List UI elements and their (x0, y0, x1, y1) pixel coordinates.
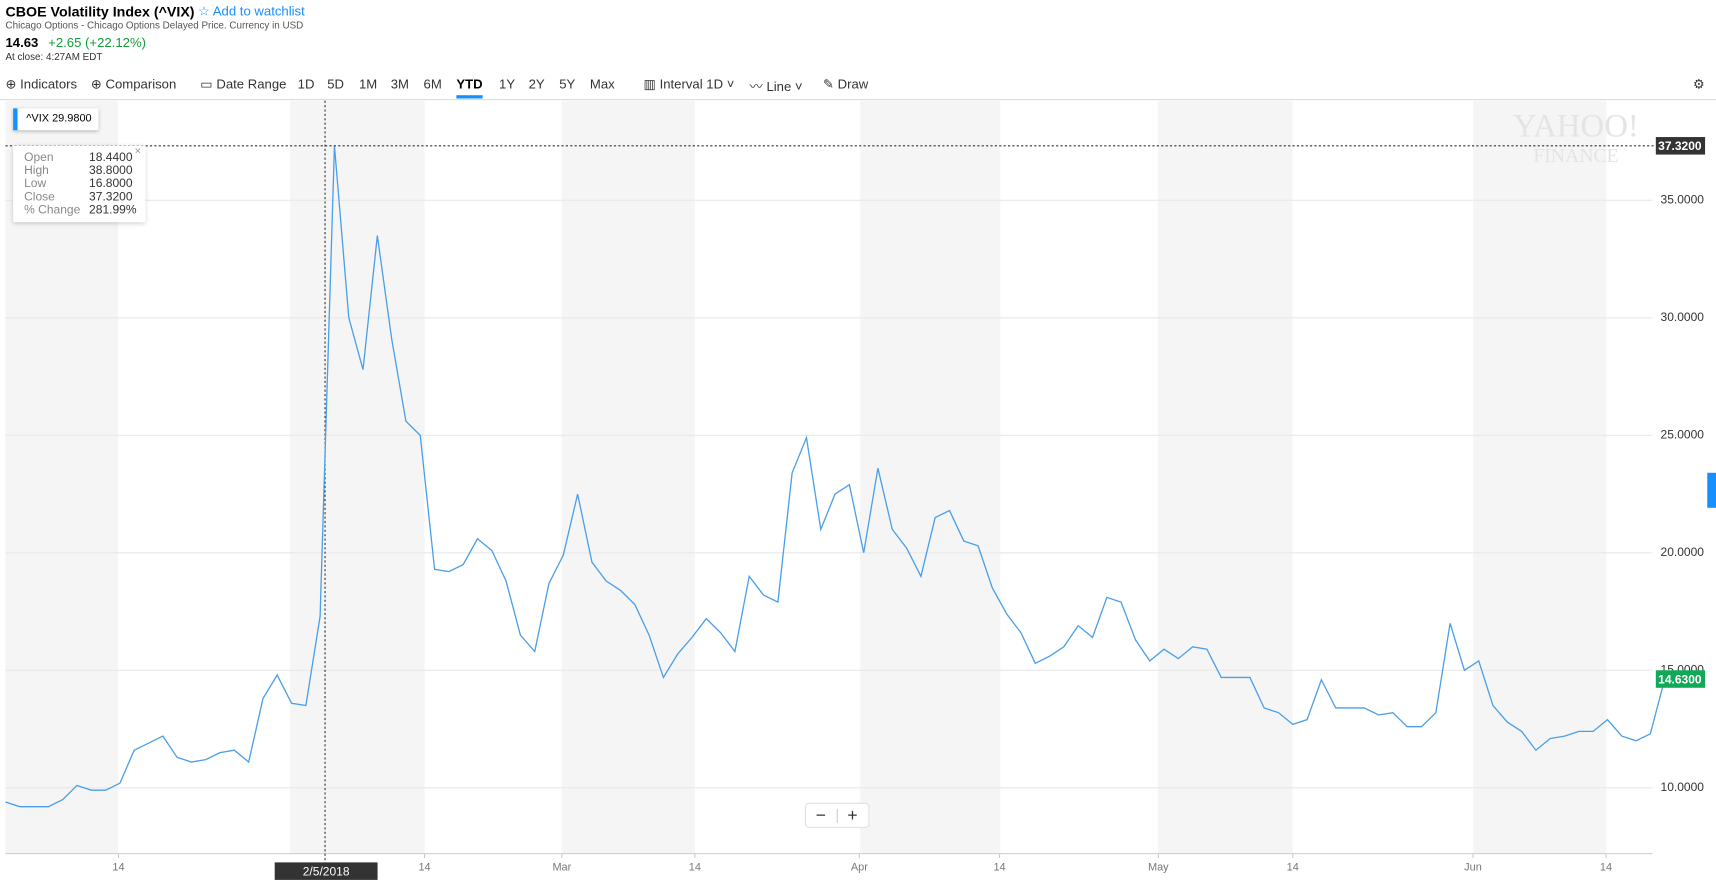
tooltip-row: Close 37.3200 (22, 190, 137, 203)
settings[interactable]: ⚙ (1693, 76, 1705, 92)
range[interactable]: Max (589, 76, 615, 92)
label[interactable]: Indicators (20, 76, 78, 92)
draw[interactable]: ✎ Draw (822, 76, 869, 92)
comparison[interactable]: ⊕ Comparison (90, 76, 177, 92)
tooltip-value: 16.8000 (89, 177, 133, 191)
watermark: YAHOO! FINANCE (1513, 109, 1639, 167)
tooltip-label: Close (24, 190, 55, 204)
legend-name: ^VIX (26, 112, 50, 125)
range[interactable]: 3M (390, 76, 409, 92)
y-tick-label: 20.0000 (1661, 545, 1705, 559)
close-time: At close: 4:27AM EDT (5, 51, 103, 63)
subtitle: Chicago Options - Chicago Options Delaye… (5, 19, 304, 31)
tooltip-label: High (24, 164, 49, 178)
watchlist-label[interactable]: Add to watchlist (212, 3, 305, 19)
side-tab[interactable] (1707, 472, 1716, 508)
line (5, 145, 1666, 808)
label[interactable]: Interval (659, 76, 703, 92)
zoom-out[interactable]: − (816, 805, 826, 825)
range[interactable]: 5D (327, 76, 345, 92)
price: 14.63 (5, 35, 39, 51)
x-tick-label: Mar (552, 862, 571, 874)
interval[interactable]: ▥ Interval 1D ˅ (643, 76, 735, 92)
tooltip-label: Low (24, 177, 47, 191)
y-tick-label: 30.0000 (1661, 310, 1705, 324)
crosshair-date-box (274, 862, 378, 880)
tooltip-value: 18.4400 (89, 151, 133, 165)
tooltip-row: % Change 281.99% (22, 204, 137, 217)
x-tick-label: 14 (993, 862, 1005, 874)
range[interactable]: 2Y (528, 76, 545, 92)
last-price-box (1655, 670, 1706, 688)
tooltip-value: 38.8000 (89, 164, 133, 178)
x-tick-label: 14 (1287, 862, 1299, 874)
x-tick-label: 14 (1600, 862, 1612, 874)
watchlist[interactable]: ☆ Add to watchlist (198, 3, 305, 19)
tooltip-row: Open 18.4400 (22, 151, 137, 164)
range[interactable]: YTD (456, 76, 483, 99)
range[interactable]: 1Y (499, 76, 516, 92)
y-tick-label: 25.0000 (1661, 427, 1705, 441)
band (290, 100, 425, 854)
band (561, 100, 695, 854)
shading (5, 100, 1607, 854)
y-tick-label: 10.0000 (1661, 780, 1705, 794)
zoom-in[interactable]: + (847, 805, 857, 825)
crosshair-value: 37.3200 (1658, 139, 1702, 153)
x-tick-label: 14 (689, 862, 701, 874)
tooltip-row: Low 16.8000 (22, 177, 137, 190)
label[interactable]: Draw (837, 76, 869, 92)
value[interactable]: 1D (706, 76, 724, 92)
indicators[interactable]: ⊕ Indicators (5, 76, 78, 92)
tooltip-label: % Change (24, 203, 81, 217)
watermark-text: FINANCE (1533, 145, 1618, 167)
legend-value: 29.9800 (52, 112, 92, 125)
band (1473, 100, 1607, 854)
tooltip-value: 37.3200 (89, 190, 133, 204)
band (1157, 100, 1293, 854)
range[interactable]: 1D (297, 76, 315, 92)
range[interactable]: 5Y (559, 76, 576, 92)
watermark-text: YAHOO! (1513, 109, 1639, 145)
tooltip-value: 281.99% (89, 203, 137, 217)
band (860, 100, 1001, 854)
line-type[interactable]: 〰 Line ˅ (749, 78, 803, 95)
y-tick-label: 35.0000 (1661, 192, 1705, 206)
x-tick-label: 14 (112, 862, 124, 874)
x-tick-label: Apr (851, 862, 868, 874)
range[interactable]: 6M (423, 76, 442, 92)
tooltip-table: Open 18.4400 High 38.8000 Low 16.8000 Close 37.… (22, 151, 137, 217)
label[interactable]: Line (766, 78, 792, 95)
date-range[interactable]: ▭ Date Range (200, 76, 287, 92)
x-tick-label: 14 (418, 862, 430, 874)
tooltip-label: Open (24, 151, 54, 165)
band (5, 100, 119, 854)
range[interactable]: 1M (358, 76, 378, 92)
x-tick-label: May (1148, 862, 1169, 874)
zoom: − + (804, 802, 870, 828)
title: CBOE Volatility Index (^VIX) (5, 3, 195, 20)
legend: ^VIX 29.9800 (13, 108, 99, 131)
label[interactable]: Comparison (105, 76, 177, 92)
tooltip-row: High 38.8000 (22, 164, 137, 177)
last-price: 14.6300 (1658, 672, 1702, 686)
x-tick-label: Jun (1464, 862, 1482, 874)
close[interactable]: × (134, 145, 141, 158)
crosshair-date: 2/5/2018 (303, 864, 350, 878)
label[interactable]: Date Range (216, 76, 287, 92)
crosshair-value-box (1655, 137, 1706, 155)
tooltip: × Open 18.4400 High 38.8000 Low 16.8000 Close 3… (13, 145, 146, 223)
change: +2.65 (+22.12%) (48, 35, 146, 51)
